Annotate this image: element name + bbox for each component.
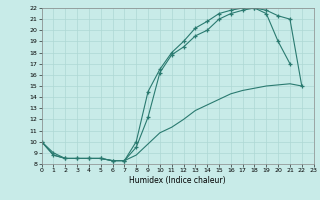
X-axis label: Humidex (Indice chaleur): Humidex (Indice chaleur)	[129, 176, 226, 185]
